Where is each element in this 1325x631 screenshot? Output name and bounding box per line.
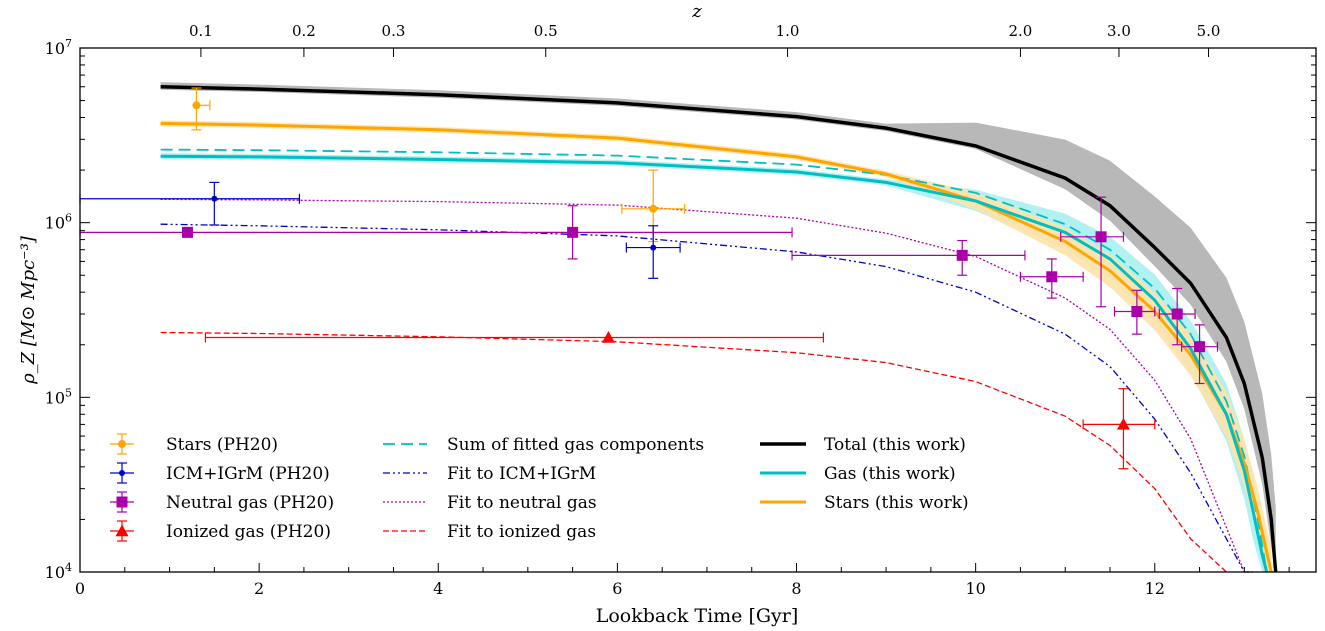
x-tick-label: 12 (1145, 579, 1165, 598)
legend-label: Fit to ICM+IGrM (447, 464, 596, 484)
top-tick-label: 2.0 (1009, 22, 1033, 40)
legend-label: Sum of fitted gas components (447, 435, 704, 455)
legend-marker (119, 470, 125, 476)
x-tick-label: 6 (612, 579, 622, 598)
data-point (567, 205, 579, 260)
line-fit-to-icm-igrm (160, 223, 1254, 573)
data-point (791, 239, 1026, 276)
top-tick-label: 0.3 (382, 22, 406, 40)
data-marker (1116, 417, 1130, 430)
x-tick-label: 8 (791, 579, 801, 598)
line-stars-this-work (160, 121, 1273, 573)
legend-label: Fit to ionized gas (447, 522, 596, 542)
legend-label: Stars (this work) (824, 493, 969, 513)
data-point (79, 181, 301, 226)
line-gas-this-work (160, 154, 1269, 573)
top-tick-label: 5.0 (1197, 22, 1221, 40)
data-marker (956, 249, 968, 261)
legend-label: Fit to neutral gas (447, 493, 597, 513)
data-marker (567, 226, 579, 238)
data-marker (211, 195, 218, 202)
legend-marker (118, 440, 126, 448)
legend-label: Neutral gas (PH20) (166, 493, 334, 513)
data-point (191, 87, 211, 131)
top-tick-label: 0.5 (534, 22, 558, 40)
line-fit-to-ionized-gas (160, 331, 1227, 573)
data-point (204, 331, 824, 343)
y-tick-label: 107 (45, 37, 72, 58)
data-point (1181, 324, 1219, 385)
legend-marker (115, 524, 129, 537)
data-marker (601, 331, 615, 343)
x-tick-label: 4 (433, 579, 443, 598)
y-tick-label: 105 (45, 386, 72, 407)
data-point (79, 226, 793, 238)
legend-label: Total (this work) (824, 435, 966, 455)
data-marker (1194, 341, 1206, 353)
data-point (1158, 287, 1196, 346)
top-tick-label: 0.1 (189, 22, 213, 40)
axes: 0 2 4 6 8 10 12 0.1 0.2 0.3 0.5 1.0 2.0 3.0 5.0 104 105 1… (45, 22, 1316, 598)
data-marker (650, 244, 657, 251)
top-tick-label: 3.0 (1107, 22, 1131, 40)
top-tick-label: 0.2 (292, 22, 316, 40)
data-marker (649, 204, 658, 213)
data-marker (1131, 306, 1143, 318)
data-point (1019, 258, 1084, 299)
plot-frame (79, 47, 1317, 573)
legend-label: Gas (this work) (824, 464, 956, 484)
x-tick-label: 0 (75, 579, 85, 598)
x-axis-label: Lookback Time [Gyr] (596, 605, 799, 627)
data-marker (192, 101, 201, 110)
y-axis-label: ρ_Z [M⊙ Mpc⁻³] (18, 235, 39, 385)
legend-label: Ionized gas (PH20) (166, 522, 331, 542)
y-tick-label: 104 (45, 561, 72, 582)
data-point (1113, 289, 1156, 335)
x-tick-label: 2 (254, 579, 264, 598)
legend-marker (116, 496, 128, 508)
y-tick-label: 106 (45, 212, 72, 233)
top-axis-label: z (691, 1, 702, 22)
data-marker (1095, 231, 1107, 243)
top-tick-label: 1.0 (776, 22, 800, 40)
line-sum-of-fitted-gas-components (160, 148, 1268, 573)
data-point (1060, 196, 1125, 308)
data-point (625, 225, 681, 279)
observational-points (79, 87, 1219, 470)
data-marker (1171, 308, 1183, 320)
legend: Stars (PH20) ICM+IGrM (PH20) Neutral gas (… (110, 433, 969, 542)
legend-label: Stars (PH20) (166, 435, 278, 455)
x-tick-label: 10 (965, 579, 985, 598)
data-marker (181, 226, 193, 238)
legend-label: ICM+IGrM (PH20) (166, 464, 330, 484)
line-total-this-work (160, 84, 1278, 573)
data-marker (1046, 271, 1058, 283)
data-point (1082, 388, 1156, 470)
